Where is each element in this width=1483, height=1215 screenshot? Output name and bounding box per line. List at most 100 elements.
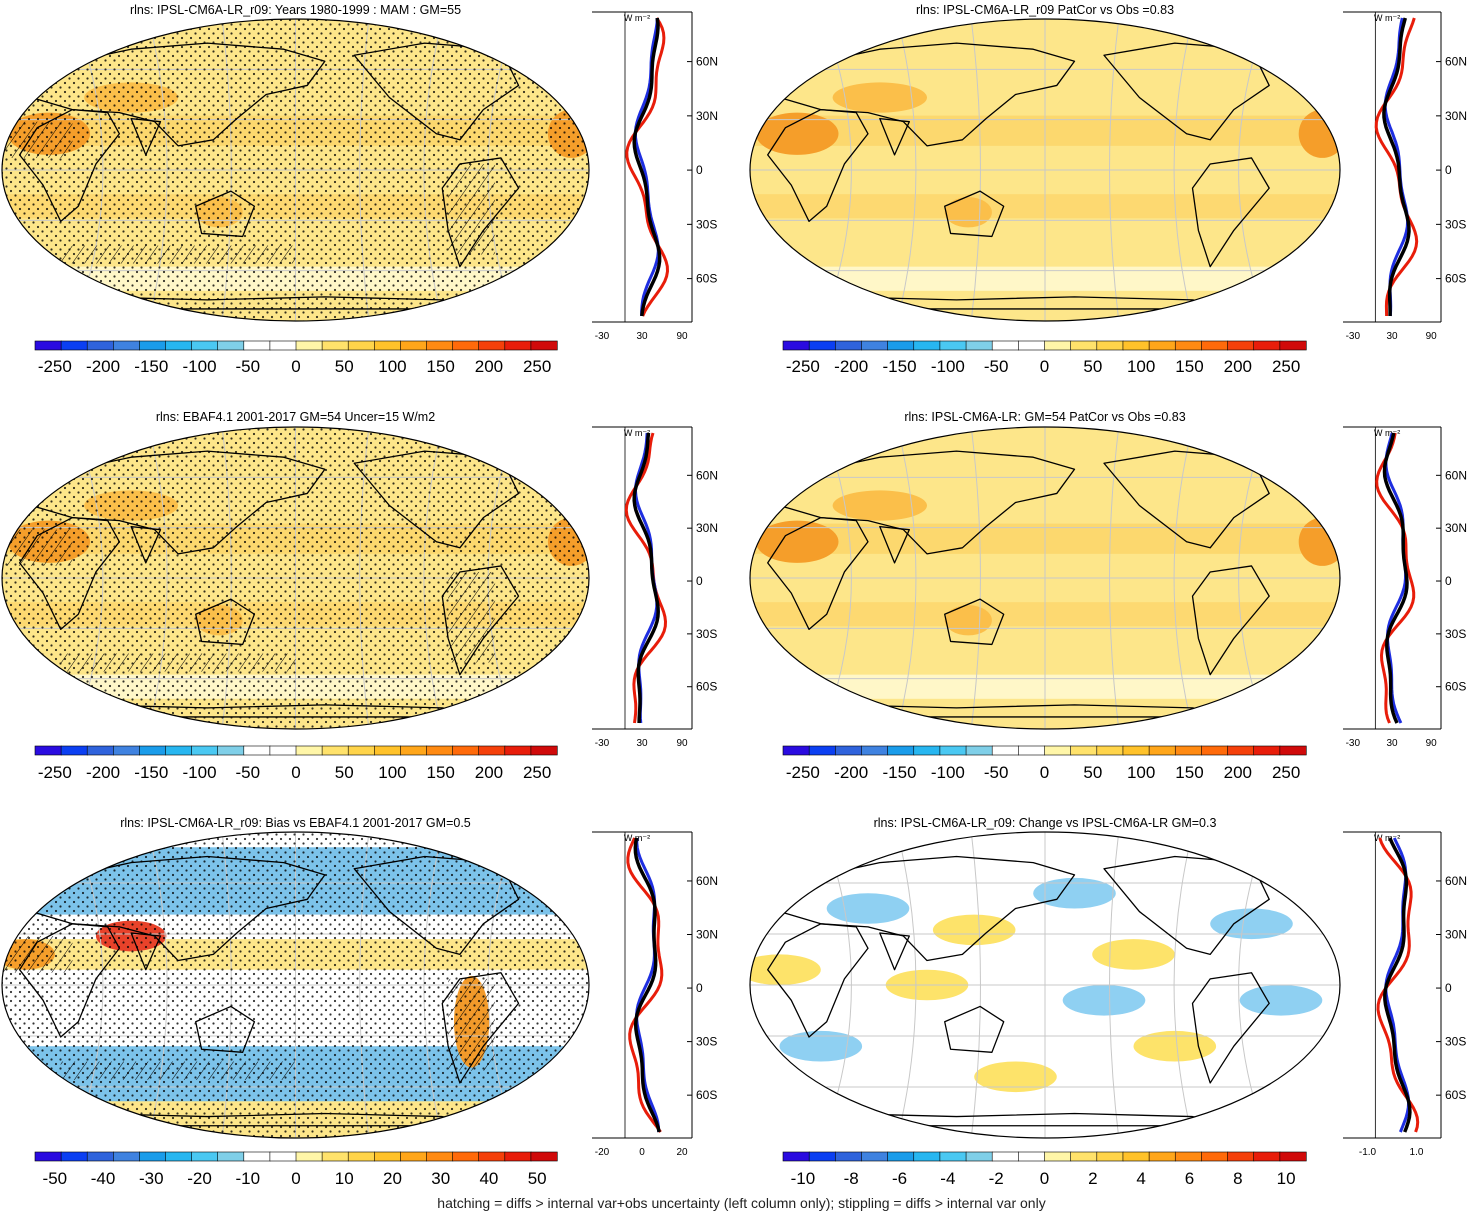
profile-xtick: 90 <box>676 738 688 749</box>
colorbar-label: 10 <box>1277 1169 1296 1188</box>
colorbar-label: -100 <box>183 763 217 782</box>
panel-title: rlns: IPSL-CM6A-LR_r09: Change vs IPSL-C… <box>874 816 1217 830</box>
colorbar-label: -250 <box>38 357 72 376</box>
profile-ytick: 30N <box>696 109 718 123</box>
map-field <box>750 427 1340 729</box>
footnote: hatching = diffs > internal var+obs unce… <box>437 1195 1046 1211</box>
profile-line-black <box>632 432 660 724</box>
colorbar-label: -50 <box>235 357 260 376</box>
colorbar-label: -150 <box>134 357 168 376</box>
profile-xtick: 30 <box>1386 331 1398 342</box>
panel-title: rlns: IPSL-CM6A-LR: GM=54 PatCor vs Obs … <box>904 410 1185 424</box>
colorbar: -250 -200 -150 -100 -50 0 50 100 150 200 250 <box>782 340 1307 376</box>
profile-xtick: -30 <box>595 331 610 342</box>
colorbar-label: 250 <box>1272 357 1300 376</box>
colorbar-label: 50 <box>528 1169 547 1188</box>
map-border <box>1 18 590 322</box>
colorbar-label: 10 <box>335 1169 354 1188</box>
profile-xtick: 30 <box>636 738 648 749</box>
colorbar-label: -150 <box>883 357 917 376</box>
colorbar-label: 4 <box>1136 1169 1145 1188</box>
profile-unit: W m⁻² <box>1374 428 1400 438</box>
map-border <box>749 18 1341 322</box>
profile-ytick: 0 <box>696 163 703 177</box>
colorbar-label: 8 <box>1233 1169 1242 1188</box>
colorbar-label: -250 <box>786 357 820 376</box>
colorbar-label: 150 <box>1175 763 1203 782</box>
profile-line-black <box>1383 837 1412 1133</box>
colorbar-label: -200 <box>86 763 120 782</box>
profile-xtick: 20 <box>676 1147 688 1158</box>
profile-ytick: 30N <box>696 928 718 942</box>
colorbar-label: -10 <box>235 1169 260 1188</box>
profile-ytick: 30S <box>696 1035 717 1049</box>
profile-line-black <box>633 837 661 1133</box>
colorbar-label: -200 <box>834 357 868 376</box>
colorbar-label: 30 <box>431 1169 450 1188</box>
colorbar-label: -30 <box>139 1169 164 1188</box>
profile-ytick: 30N <box>696 521 718 535</box>
colorbar-label: -20 <box>187 1169 212 1188</box>
colorbar: -10 -8 -6 -4 -2 0 2 4 6 8 10 <box>782 1151 1307 1188</box>
colorbar-label: 100 <box>1127 763 1155 782</box>
colorbar-label: -4 <box>940 1169 955 1188</box>
colorbar-label: -100 <box>183 357 217 376</box>
panel-title: rlns: IPSL-CM6A-LR_r09 PatCor vs Obs =0.… <box>916 3 1174 17</box>
map-field <box>2 19 589 321</box>
colorbar-label: 150 <box>1175 357 1203 376</box>
profile-line-red <box>626 837 664 1133</box>
colorbar-label: 150 <box>427 763 455 782</box>
colorbar-label: -50 <box>984 357 1009 376</box>
colorbar-label: 0 <box>291 1169 300 1188</box>
profile-xtick: 90 <box>1426 331 1438 342</box>
colorbar-label: -150 <box>883 763 917 782</box>
profile-ytick: 60N <box>1445 55 1467 69</box>
colorbar-label: -200 <box>86 357 120 376</box>
profile-ytick: 60S <box>696 1088 717 1102</box>
colorbar-label: 0 <box>1040 763 1049 782</box>
profile-ytick: 60S <box>696 680 717 694</box>
colorbar-label: -50 <box>984 763 1009 782</box>
colorbar-label: 250 <box>1272 763 1300 782</box>
profile-ytick: 30S <box>1445 217 1466 231</box>
colorbar: -50 -40 -30 -20 -10 0 10 20 30 40 50 <box>34 1151 558 1188</box>
profile-line-red <box>1374 17 1419 317</box>
colorbar-label: 50 <box>1083 357 1102 376</box>
profile-ytick: 0 <box>1445 981 1452 995</box>
panel-title: rlns: EBAF4.1 2001-2017 GM=54 Uncer=15 W… <box>156 410 435 424</box>
colorbar: -250 -200 -150 -100 -50 0 50 100 150 200 250 <box>782 745 1307 782</box>
panel-p1: rlns: IPSL-CM6A-LR_r09: Years 1980-1999 … <box>1 3 718 376</box>
profile-xtick: 90 <box>1426 738 1438 749</box>
profile-ytick: 30S <box>696 217 717 231</box>
colorbar-label: 2 <box>1088 1169 1097 1188</box>
colorbar-label: 0 <box>1040 1169 1049 1188</box>
profile-ytick: 60S <box>1445 1088 1466 1102</box>
colorbar-label: 50 <box>1083 763 1102 782</box>
profile-xtick: -1.0 <box>1359 1147 1377 1158</box>
profile-ytick: 60S <box>1445 680 1466 694</box>
profile-ytick: 30S <box>1445 1035 1466 1049</box>
colorbar-label: 100 <box>378 357 406 376</box>
profile-xtick: 30 <box>1386 738 1398 749</box>
colorbar-label: 100 <box>1127 357 1155 376</box>
colorbar-label: 50 <box>335 763 354 782</box>
colorbar-label: 200 <box>1224 763 1252 782</box>
colorbar-label: -2 <box>989 1169 1004 1188</box>
profile-xtick: -30 <box>1346 738 1361 749</box>
colorbar-label: 0 <box>291 357 300 376</box>
profile-line-black <box>1382 17 1411 316</box>
map-border <box>749 426 1341 730</box>
profile-ytick: 30N <box>1445 109 1467 123</box>
colorbar-label: 250 <box>523 763 551 782</box>
profile-unit: W m⁻² <box>1374 13 1400 23</box>
panel-p3: rlns: EBAF4.1 2001-2017 GM=54 Uncer=15 W… <box>1 410 718 782</box>
profile-xtick: -30 <box>1346 331 1361 342</box>
profile-xtick: 90 <box>676 331 688 342</box>
map-field <box>750 832 1340 1138</box>
profile-unit: W m⁻² <box>1374 833 1400 843</box>
map-border <box>749 831 1341 1139</box>
colorbar-label: 6 <box>1185 1169 1194 1188</box>
map-field <box>750 19 1340 321</box>
profile-line-black <box>1382 432 1409 724</box>
